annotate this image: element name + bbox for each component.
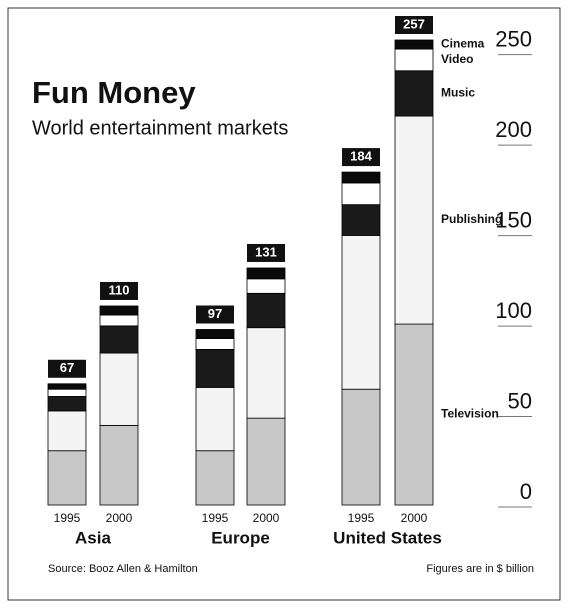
y-tick-label: 0 xyxy=(520,479,532,504)
group-label: United States xyxy=(333,528,442,547)
total-box xyxy=(48,359,86,378)
total-label: 97 xyxy=(208,306,222,321)
bar-segment xyxy=(394,115,434,325)
y-tick-label: 50 xyxy=(508,388,532,413)
group-label: Europe xyxy=(211,528,270,547)
bar-segment xyxy=(341,204,381,236)
bar-segment xyxy=(195,348,235,388)
bar-segment xyxy=(341,235,381,390)
bar-segment xyxy=(246,292,286,329)
bar-segment xyxy=(246,267,286,280)
source: Source: Booz Allen & Hamilton xyxy=(48,563,198,575)
bar-segment xyxy=(47,410,87,452)
bar-segment xyxy=(246,278,286,294)
x-tick-label: 2000 xyxy=(401,511,428,525)
bar-segment xyxy=(394,48,434,72)
note: Figures are in $ billion xyxy=(426,563,534,575)
bar-segment xyxy=(394,39,434,50)
legend-label: Television xyxy=(441,407,499,421)
bar-segment xyxy=(99,314,139,327)
bar-segment xyxy=(195,329,235,339)
bar-segment xyxy=(99,352,139,426)
bar-segment xyxy=(341,182,381,206)
total-label: 131 xyxy=(255,244,277,259)
x-tick-label: 2000 xyxy=(253,511,280,525)
bar-segment xyxy=(195,450,235,506)
bar-segment xyxy=(47,396,87,412)
y-tick-label: 250 xyxy=(495,26,532,51)
bar-segment xyxy=(394,323,434,506)
legend-label: Music xyxy=(441,86,475,100)
bar-segment xyxy=(246,417,286,506)
group-label: Asia xyxy=(75,528,111,547)
total-label: 184 xyxy=(350,149,372,164)
x-tick-label: 1995 xyxy=(348,511,375,525)
chart-title: Fun Money xyxy=(32,75,196,110)
bar-segment xyxy=(195,338,235,350)
total-box xyxy=(395,16,433,34)
total-label: 257 xyxy=(403,16,425,31)
x-tick-label: 1995 xyxy=(54,511,81,525)
legend-label: Cinema xyxy=(441,37,485,51)
bar-segment xyxy=(47,383,87,390)
y-tick-label: 100 xyxy=(495,298,532,323)
total-box xyxy=(196,305,234,324)
total-label: 67 xyxy=(60,360,74,375)
bar-segment xyxy=(99,325,139,354)
bar-segment xyxy=(47,388,87,397)
total-box xyxy=(100,281,138,300)
bar-segment xyxy=(246,327,286,419)
total-label: 110 xyxy=(109,282,130,297)
x-tick-label: 2000 xyxy=(106,511,133,525)
total-box xyxy=(247,243,285,262)
x-tick-label: 1995 xyxy=(202,511,229,525)
y-tick-label: 150 xyxy=(495,207,532,232)
bar-segment xyxy=(99,305,139,316)
frame xyxy=(7,7,561,601)
legend-label: Video xyxy=(441,52,473,66)
bar-segment xyxy=(394,70,434,117)
bar-segment xyxy=(195,386,235,452)
bar-segment xyxy=(47,450,87,506)
bar-segment xyxy=(341,388,381,506)
bar-segment xyxy=(99,424,139,506)
y-tick-label: 200 xyxy=(495,117,532,142)
total-box xyxy=(342,148,380,167)
chart-subtitle: World entertainment markets xyxy=(32,117,288,139)
legend-label: Publishing xyxy=(441,212,502,226)
bar-segment xyxy=(341,171,381,184)
